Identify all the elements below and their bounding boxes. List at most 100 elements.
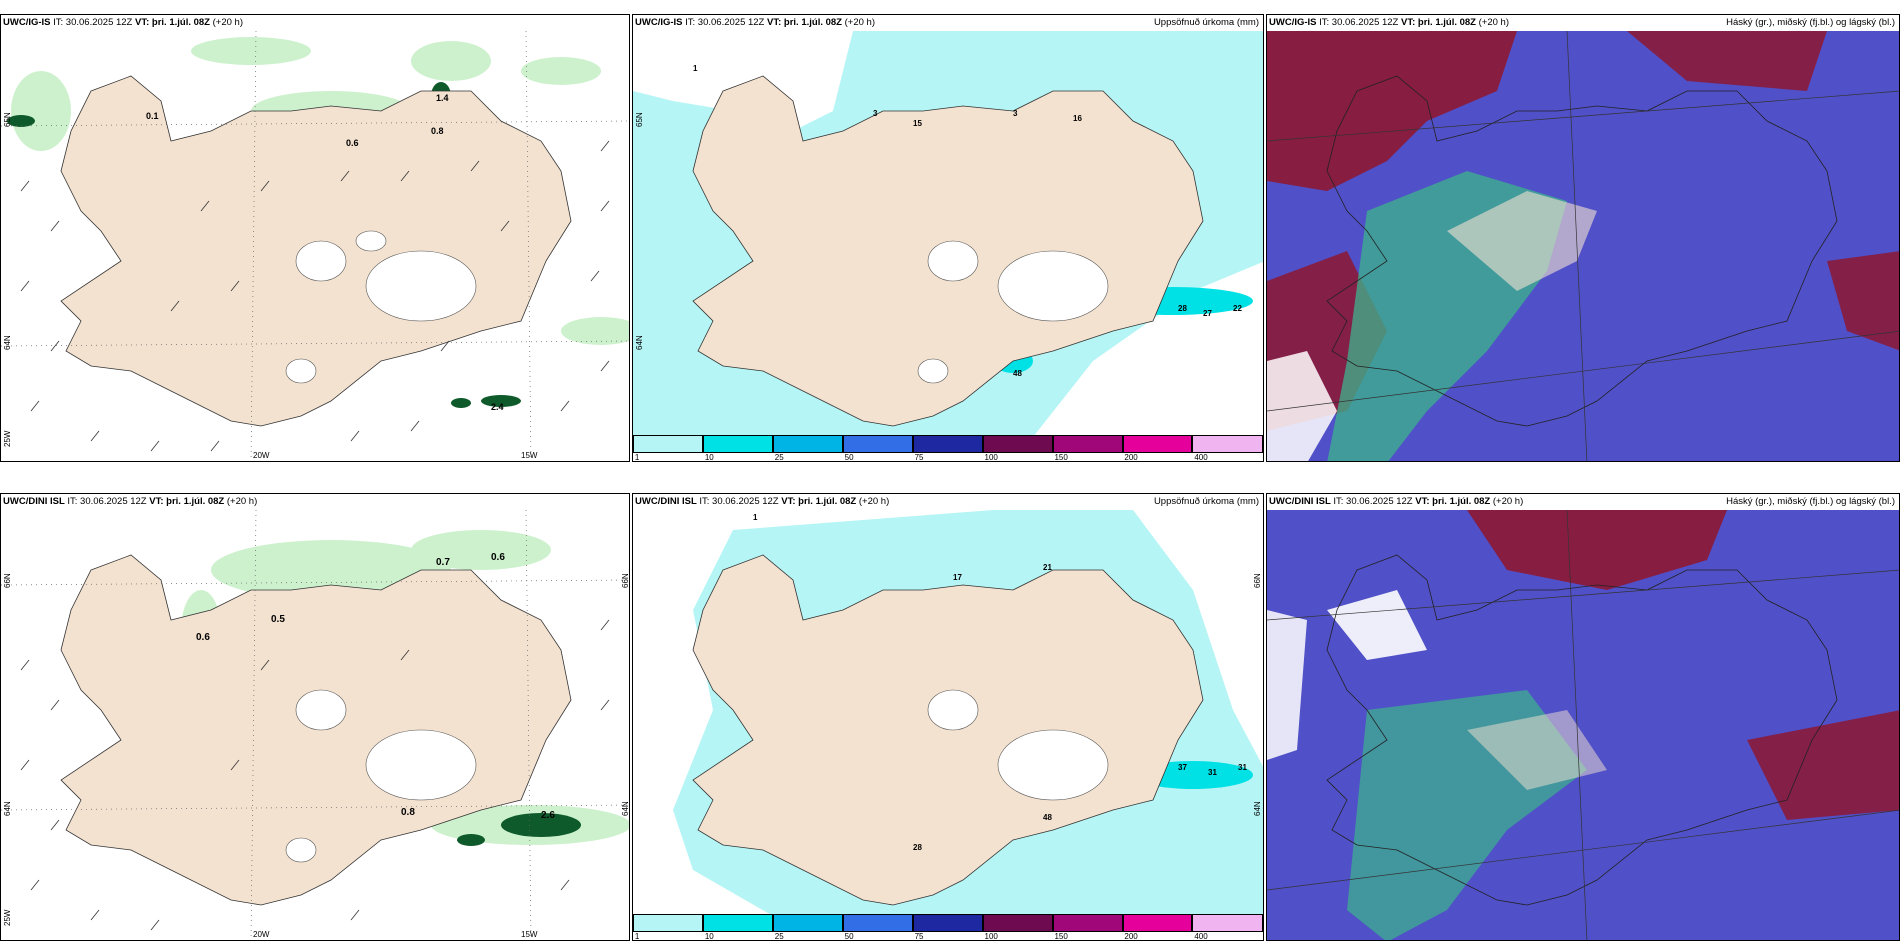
colorbar-segment [1122,914,1193,932]
lat-label: 66N [3,573,12,588]
svg-text:1: 1 [693,64,698,73]
svg-text:31: 31 [1208,768,1217,777]
vt-label: VT: þri. 1.júl. 08Z [135,17,210,28]
vt-label: VT: þri. 1.júl. 08Z [767,17,842,28]
colorbar-segment [1192,914,1263,932]
accum-value-labels: 1 3 15 3 16 28 27 22 48 [693,64,1242,378]
it-label: IT: 30.06.2025 12Z [699,496,779,507]
panel-header: UWC/DINI ISL IT: 30.06.2025 12Z VT: þri.… [635,496,889,507]
colorbar-label: 75 [914,453,924,462]
colorbar-segment [912,435,983,453]
colorbar-label: 10 [704,453,714,462]
lat-label: 64N [621,801,630,816]
panel-header: UWC/IG-IS IT: 30.06.2025 12Z VT: þri. 1.… [635,17,875,28]
colorbar-label: 50 [844,932,854,941]
cloud-panel-dini: UWC/DINI ISL IT: 30.06.2025 12Z VT: þri.… [1266,493,1900,941]
lat-label: 64N [3,335,12,350]
svg-text:37: 37 [1178,763,1187,772]
colorbar-label: 75 [914,932,924,941]
colorbar-segment [982,435,1053,453]
colorbar-label: 25 [774,453,784,462]
lat-label: 25W [3,430,12,447]
precip-value-labels: 0.1 1.4 0.6 0.8 2.4 [146,93,504,412]
colorbar-segment [842,914,913,932]
colorbar-segment [982,914,1053,932]
colorbar-segment [772,435,843,453]
svg-text:1.4: 1.4 [436,93,449,103]
lead-label: (+20 h) [1478,17,1509,28]
wind-precip-panel-igis: UWC/IG-IS IT: 30.06.2025 12Z VT: þri. 1.… [0,14,630,462]
colorbar-segment [1052,435,1123,453]
svg-text:0.8: 0.8 [401,807,415,818]
colorbar-label: 100 [984,453,998,462]
svg-text:15: 15 [913,119,922,128]
accum-map: 1 17 21 37 31 31 28 48 [633,510,1263,916]
vt-label: VT: þri. 1.júl. 08Z [149,496,225,507]
lat-label: 66N [621,573,630,588]
lat-label: 65N [635,112,644,127]
svg-text:2.6: 2.6 [541,810,555,821]
panel-title: Uppsöfnuð úrkoma (mm) [1153,496,1259,507]
wind-precip-panel-dini: UWC/DINI ISL IT: 30.06.2025 12Z VT: þri.… [0,493,630,941]
panel-title: Háský (gr.), miðský (fj.bl.) og lágský (… [1726,496,1895,507]
colorbar-segment [1052,914,1123,932]
lon-label: 15W [521,451,538,460]
lon-label: 20W [253,930,270,939]
colorbar-label: 200 [1124,453,1138,462]
model-label: UWC/IG-IS [635,17,683,28]
svg-text:0.6: 0.6 [346,138,359,148]
colorbar-segment [633,914,703,932]
svg-text:48: 48 [1013,369,1022,378]
svg-text:2.4: 2.4 [491,402,504,412]
svg-text:21: 21 [1043,563,1052,572]
it-label: IT: 30.06.2025 12Z [1319,17,1399,28]
lead-label: (+20 h) [858,496,890,507]
glaciers [917,240,1109,384]
glaciers [285,230,477,384]
colorbar-segment [1122,435,1193,453]
svg-text:27: 27 [1203,309,1212,318]
cloud-map [1267,31,1899,461]
colorbar-segment [702,914,773,932]
colorbar: 1 10 25 50 75 100 150 200 400 [633,914,1263,940]
model-label: UWC/DINI ISL [3,496,65,507]
colorbar-label: 25 [774,932,784,941]
vt-label: VT: þri. 1.júl. 08Z [781,496,857,507]
colorbar-segment [633,435,703,453]
model-label: UWC/DINI ISL [635,496,697,507]
svg-text:31: 31 [1238,763,1247,772]
svg-text:16: 16 [1073,114,1082,123]
model-label: UWC/DINI ISL [1269,496,1331,507]
svg-text:3: 3 [873,109,878,118]
it-label: IT: 30.06.2025 12Z [1333,496,1413,507]
model-label: UWC/IG-IS [1269,17,1317,28]
cloud-panel-igis: UWC/IG-IS IT: 30.06.2025 12Z VT: þri. 1.… [1266,14,1900,462]
svg-text:22: 22 [1233,304,1242,313]
svg-text:48: 48 [1043,813,1052,822]
lat-label: 64N [635,335,644,350]
panel-header: UWC/DINI ISL IT: 30.06.2025 12Z VT: þri.… [3,496,257,507]
svg-text:28: 28 [913,843,922,852]
lat-label: 65N [3,112,12,127]
wind-map: 0.6 0.7 0.6 0.5 0.8 2.6 [1,510,629,940]
colorbar-segment [842,435,913,453]
colorbar-label: 150 [1054,932,1068,941]
colorbar-segment [1192,435,1263,453]
lon-label: 15W [521,930,538,939]
svg-text:0.5: 0.5 [271,614,285,625]
colorbar-label: 1 [634,453,640,462]
colorbar: 1 10 25 50 75 100 150 200 400 [633,435,1263,461]
vt-label: VT: þri. 1.júl. 08Z [1415,496,1491,507]
model-label: UWC/IG-IS [3,17,51,28]
accum-map: 1 3 15 3 16 28 27 22 48 [633,31,1263,437]
lead-label: (+20 h) [212,17,243,28]
svg-text:3: 3 [1013,109,1018,118]
panel-title: Háský (gr.), miðský (fj.bl.) og lágský (… [1726,17,1895,28]
colorbar-segment [772,914,843,932]
colorbar-label: 10 [704,932,714,941]
panel-title: Uppsöfnuð úrkoma (mm) [1153,17,1259,28]
panel-header: UWC/DINI ISL IT: 30.06.2025 12Z VT: þri.… [1269,496,1523,507]
lead-label: (+20 h) [1492,496,1524,507]
lon-label: 20W [253,451,270,460]
panel-header: UWC/IG-IS IT: 30.06.2025 12Z VT: þri. 1.… [1269,17,1509,28]
